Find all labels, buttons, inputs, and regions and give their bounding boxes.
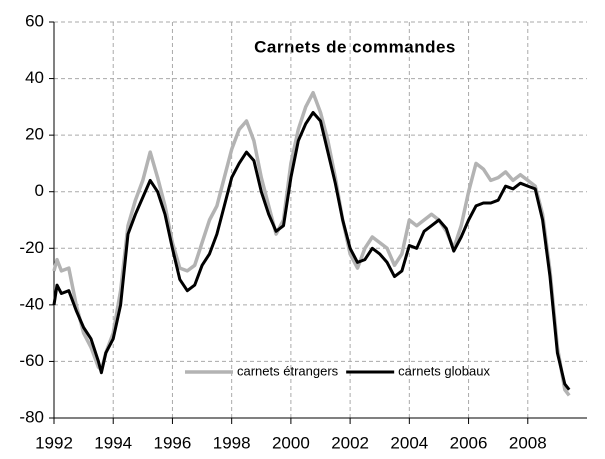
x-tick-label: 2000 bbox=[272, 433, 310, 452]
y-tick-label: -80 bbox=[19, 407, 44, 426]
line-series bbox=[52, 111, 571, 391]
y-tick-label: -60 bbox=[19, 351, 44, 370]
chart-title: Carnets de commandes bbox=[254, 37, 456, 56]
legend-label: carnets globaux bbox=[398, 363, 490, 378]
line-series bbox=[52, 90, 571, 397]
y-tick-label: 40 bbox=[25, 68, 44, 87]
x-tick-label: 2006 bbox=[450, 433, 488, 452]
x-tick-label: 1998 bbox=[213, 433, 251, 452]
y-tick-label: -20 bbox=[19, 238, 44, 257]
legend-label: carnets étrangers bbox=[237, 363, 339, 378]
x-tick-label: 2002 bbox=[331, 433, 369, 452]
y-tick-label: 60 bbox=[25, 11, 44, 30]
x-tick-label: 2004 bbox=[390, 433, 428, 452]
y-tick-label: 0 bbox=[35, 181, 44, 200]
y-tick-label: 20 bbox=[25, 125, 44, 144]
x-tick-label: 1994 bbox=[94, 433, 132, 452]
x-tick-label: 2008 bbox=[509, 433, 547, 452]
x-tick-label: 1992 bbox=[35, 433, 73, 452]
x-tick-label: 1996 bbox=[154, 433, 192, 452]
y-tick-label: -40 bbox=[19, 294, 44, 313]
